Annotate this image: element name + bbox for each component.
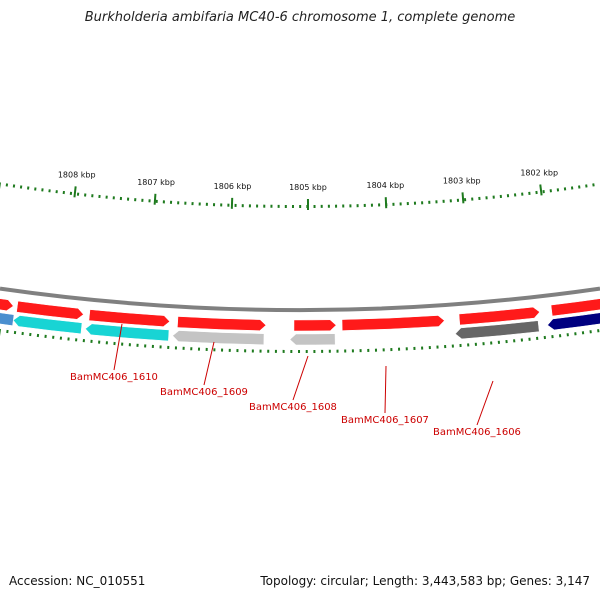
kbp-label: 1802 kbp (520, 169, 558, 178)
kbp-label: 1803 kbp (443, 176, 481, 185)
lower-scale-ticks (0, 328, 600, 354)
gene-label: BamMC406_1606 (433, 427, 521, 438)
gene-feature (341, 315, 445, 331)
topology-summary: Topology: circular; Length: 3,443,583 bp… (260, 574, 590, 588)
gene-label: BamMC406_1609 (160, 387, 248, 398)
gene-label: BamMC406_1607 (341, 415, 429, 426)
kbp-label: 1807 kbp (137, 178, 175, 187)
gene-feature (289, 333, 336, 346)
kbp-label: 1806 kbp (214, 182, 252, 191)
accession-text: Accession: NC_010551 (9, 574, 146, 588)
leader-line (203, 341, 215, 386)
leader-line (476, 380, 494, 426)
leader-line (113, 323, 123, 371)
gene-features (0, 298, 600, 346)
leader-line (384, 365, 387, 414)
kbp-label: 1805 kbp (289, 183, 327, 192)
label-leader-lines (113, 323, 494, 426)
gene-feature (550, 298, 600, 317)
leader-line (292, 355, 309, 401)
major-tick (73, 186, 77, 198)
gene-feature (458, 306, 540, 326)
gene-feature (16, 300, 84, 320)
gene-feature (88, 309, 171, 327)
kbp-label: 1808 kbp (58, 170, 96, 179)
gene-label: BamMC406_1608 (249, 402, 337, 413)
gene-feature (12, 315, 83, 335)
gene-feature (547, 312, 600, 331)
gene-feature (85, 323, 170, 342)
gene-feature (172, 330, 265, 345)
gene-feature (293, 319, 337, 332)
upper-scale-ticks (0, 182, 595, 209)
kbp-labels: 1808 kbp 1807 kbp 1806 kbp 1805 kbp 1804 kbp… (58, 169, 558, 210)
gene-feature (0, 298, 14, 311)
gene-feature (177, 316, 267, 331)
chromosome-backbone (0, 286, 600, 312)
kbp-label: 1804 kbp (367, 181, 405, 190)
gene-label: BamMC406_1610 (70, 372, 158, 383)
gene-feature (0, 312, 15, 326)
map-title: Burkholderia ambifaria MC40-6 chromosome… (84, 10, 516, 25)
major-tick (461, 192, 465, 204)
gene-feature (455, 320, 540, 340)
major-tick (153, 193, 157, 205)
major-tick (539, 184, 543, 196)
